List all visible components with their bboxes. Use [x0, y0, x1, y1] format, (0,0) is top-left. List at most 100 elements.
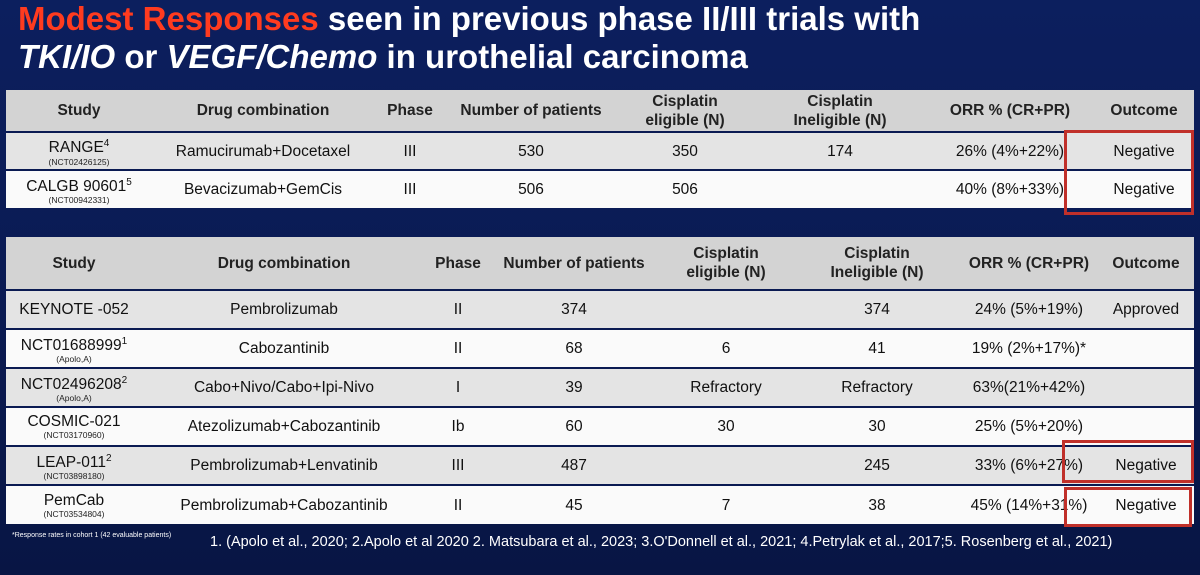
cell-outcome: Negative — [1098, 484, 1194, 524]
cell-study: PemCab (NCT03534804) — [6, 484, 142, 524]
study-reference-number: 2 — [121, 374, 128, 386]
header-cis-eligible-l1: Cisplatin — [652, 92, 718, 110]
cell-eligible — [658, 445, 794, 485]
study-identifier: (NCT00942331) — [48, 195, 110, 206]
references-footnote: 1. (Apolo et al., 2020; 2.Apolo et al 20… — [210, 534, 1113, 550]
cell-study: COSMIC-021 (NCT03170960) — [6, 406, 142, 446]
cell-ineligible: 174 — [754, 131, 926, 170]
tki-io-trials-table: Study Drug combination Phase Number of p… — [6, 237, 1194, 524]
cell-eligible — [658, 289, 794, 329]
cell-phase: III — [374, 169, 446, 208]
study-name-text: COSMIC-021 — [27, 413, 121, 430]
cell-drug: Pembrolizumab — [142, 289, 426, 329]
cell-eligible: 7 — [658, 484, 794, 524]
cell-drug: Cabozantinib — [142, 328, 426, 368]
cell-outcome: Negative — [1094, 169, 1194, 208]
cell-eligible: 6 — [658, 328, 794, 368]
header-cis-eligible-l1: Cisplatin — [693, 245, 759, 262]
cell-patients: 45 — [490, 484, 658, 524]
cell-ineligible: 41 — [794, 328, 960, 368]
cell-outcome — [1098, 406, 1194, 446]
cell-phase: II — [426, 289, 490, 329]
cell-eligible: 30 — [658, 406, 794, 446]
cell-ineligible: 245 — [794, 445, 960, 485]
study-name: CALGB 906015 — [8, 174, 150, 195]
header-cis-ineligible-l2: Ineligible (N) — [830, 264, 924, 281]
cell-phase: III — [374, 131, 446, 170]
cell-ineligible: 374 — [794, 289, 960, 329]
cell-study: LEAP-0112 (NCT03898180) — [6, 445, 142, 485]
title-line-2: TKI/IO or VEGF/Chemo in urothelial carci… — [18, 38, 1188, 76]
header-cis-ineligible-l1: Cisplatin — [844, 245, 910, 262]
title-mid: or — [115, 38, 167, 75]
cell-eligible: 350 — [616, 131, 754, 170]
cell-drug: Ramucirumab+Docetaxel — [152, 131, 374, 170]
cell-study: CALGB 906015 (NCT00942331) — [6, 169, 152, 208]
cell-drug: Cabo+Nivo/Cabo+Ipi-Nivo — [142, 367, 426, 407]
cell-orr: 26% (4%+22%) — [926, 131, 1094, 170]
study-identifier: (NCT03534804) — [43, 508, 105, 519]
study-name-text: LEAP-011 — [36, 454, 106, 472]
cell-orr: 40% (8%+33%) — [926, 169, 1094, 208]
study-name-text: NCT01688999 — [20, 337, 122, 355]
title-italic-tki-io: TKI/IO — [18, 38, 116, 75]
cell-orr: 24% (5%+19%) — [960, 289, 1098, 329]
cell-drug: Atezolizumab+Cabozantinib — [142, 406, 426, 446]
header-cis-eligible: Cisplatin eligible (N) — [658, 237, 794, 290]
header-cis-ineligible-l1: Cisplatin — [807, 92, 873, 110]
header-phase: Phase — [426, 237, 490, 290]
header-cis-eligible-l2: eligible (N) — [686, 264, 766, 281]
response-rate-footnote: *Response rates in cohort 1 (42 evaluabl… — [12, 532, 172, 539]
cell-drug: Bevacizumab+GemCis — [152, 169, 374, 208]
cell-study: RANGE4 (NCT02426125) — [6, 131, 152, 170]
cell-eligible: Refractory — [658, 367, 794, 407]
cell-study: KEYNOTE -052 — [6, 289, 142, 329]
cell-study: NCT024962082 (Apolo,A) — [6, 367, 142, 407]
cell-drug: Pembrolizumab+Lenvatinib — [142, 445, 426, 485]
study-name-text: NCT02496208 — [20, 376, 122, 394]
cell-ineligible: 30 — [794, 406, 960, 446]
study-identifier: (Apolo,A) — [56, 393, 92, 404]
title-accent: Modest Responses — [18, 0, 319, 37]
header-drug: Drug combination — [152, 90, 374, 132]
study-name: NCT016889991 — [8, 333, 140, 354]
table-row: PemCab (NCT03534804) Pembrolizumab+Cabozan… — [6, 484, 1194, 524]
cell-patients: 487 — [490, 445, 658, 485]
table-row: NCT024962082 (Apolo,A) Cabo+Nivo/Cabo+Ipi-… — [6, 367, 1194, 407]
study-name-text: PemCab — [43, 491, 105, 509]
cell-orr: 19% (2%+17%)* — [960, 328, 1098, 368]
cell-outcome — [1098, 328, 1194, 368]
cell-patients: 530 — [446, 131, 616, 170]
cell-orr: 25% (5%+20%) — [960, 406, 1098, 446]
cell-outcome: Approved — [1098, 289, 1194, 329]
header-outcome: Outcome — [1094, 90, 1194, 132]
study-name: PemCab — [8, 492, 140, 509]
cell-drug: Pembrolizumab+Cabozantinib — [142, 484, 426, 524]
table-body: RANGE4 (NCT02426125) Ramucirumab+Docetaxel… — [6, 131, 1194, 208]
table-row: NCT016889991 (Apolo,A) Cabozantinib II 68 6 41… — [6, 328, 1194, 368]
table-body: KEYNOTE -052 Pembrolizumab II 374 374 24% (5%… — [6, 289, 1194, 524]
study-reference-number: 4 — [103, 138, 110, 150]
title-italic-vegf-chemo: VEGF/Chemo — [166, 38, 378, 75]
study-name-text: KEYNOTE -052 — [19, 301, 129, 318]
cell-patients: 374 — [490, 289, 658, 329]
study-identifier: (Apolo,A) — [56, 354, 92, 365]
study-reference-number: 2 — [105, 452, 112, 464]
cell-phase: II — [426, 484, 490, 524]
cell-study: NCT016889991 (Apolo,A) — [6, 328, 142, 368]
study-name: RANGE4 — [8, 135, 150, 156]
cell-orr: 45% (14%+31%) — [960, 484, 1098, 524]
study-name-text: CALGB 90601 — [26, 178, 127, 196]
header-cis-ineligible: Cisplatin Ineligible (N) — [794, 237, 960, 290]
slide-title: Modest Responses seen in previous phase … — [18, 0, 1188, 76]
cell-phase: II — [426, 328, 490, 368]
study-name: COSMIC-021 — [8, 413, 140, 430]
table-row: LEAP-0112 (NCT03898180) Pembrolizumab+Lenv… — [6, 445, 1194, 485]
cell-ineligible: 38 — [794, 484, 960, 524]
header-patients: Number of patients — [490, 237, 658, 290]
table-header-row: Study Drug combination Phase Number of p… — [6, 90, 1194, 132]
header-study: Study — [6, 90, 152, 132]
header-patients: Number of patients — [446, 90, 616, 132]
study-identifier: (NCT03898180) — [43, 471, 105, 482]
header-drug: Drug combination — [142, 237, 426, 290]
